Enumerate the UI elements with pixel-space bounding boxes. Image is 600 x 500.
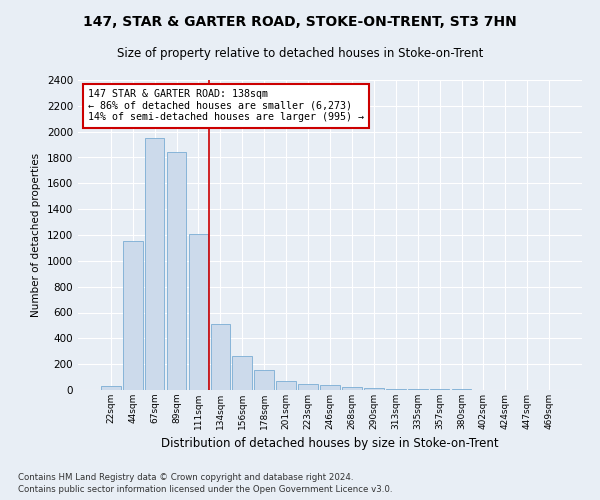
Bar — [188, 234, 208, 390]
Bar — [342, 387, 362, 390]
Bar — [320, 386, 340, 390]
Text: Contains public sector information licensed under the Open Government Licence v3: Contains public sector information licen… — [18, 486, 392, 494]
Bar — [232, 356, 252, 390]
Bar — [298, 384, 318, 390]
Bar — [364, 388, 384, 390]
Text: Contains HM Land Registry data © Crown copyright and database right 2024.: Contains HM Land Registry data © Crown c… — [18, 473, 353, 482]
Y-axis label: Number of detached properties: Number of detached properties — [31, 153, 41, 317]
Bar — [386, 388, 406, 390]
Bar — [145, 138, 164, 390]
Text: 147, STAR & GARTER ROAD, STOKE-ON-TRENT, ST3 7HN: 147, STAR & GARTER ROAD, STOKE-ON-TRENT,… — [83, 15, 517, 29]
Bar — [276, 381, 296, 390]
Bar — [123, 242, 143, 390]
Bar — [211, 324, 230, 390]
Text: Size of property relative to detached houses in Stoke-on-Trent: Size of property relative to detached ho… — [117, 48, 483, 60]
Bar — [408, 389, 428, 390]
Bar — [254, 370, 274, 390]
Bar — [167, 152, 187, 390]
Text: 147 STAR & GARTER ROAD: 138sqm
← 86% of detached houses are smaller (6,273)
14% : 147 STAR & GARTER ROAD: 138sqm ← 86% of … — [88, 90, 364, 122]
Bar — [101, 386, 121, 390]
X-axis label: Distribution of detached houses by size in Stoke-on-Trent: Distribution of detached houses by size … — [161, 438, 499, 450]
